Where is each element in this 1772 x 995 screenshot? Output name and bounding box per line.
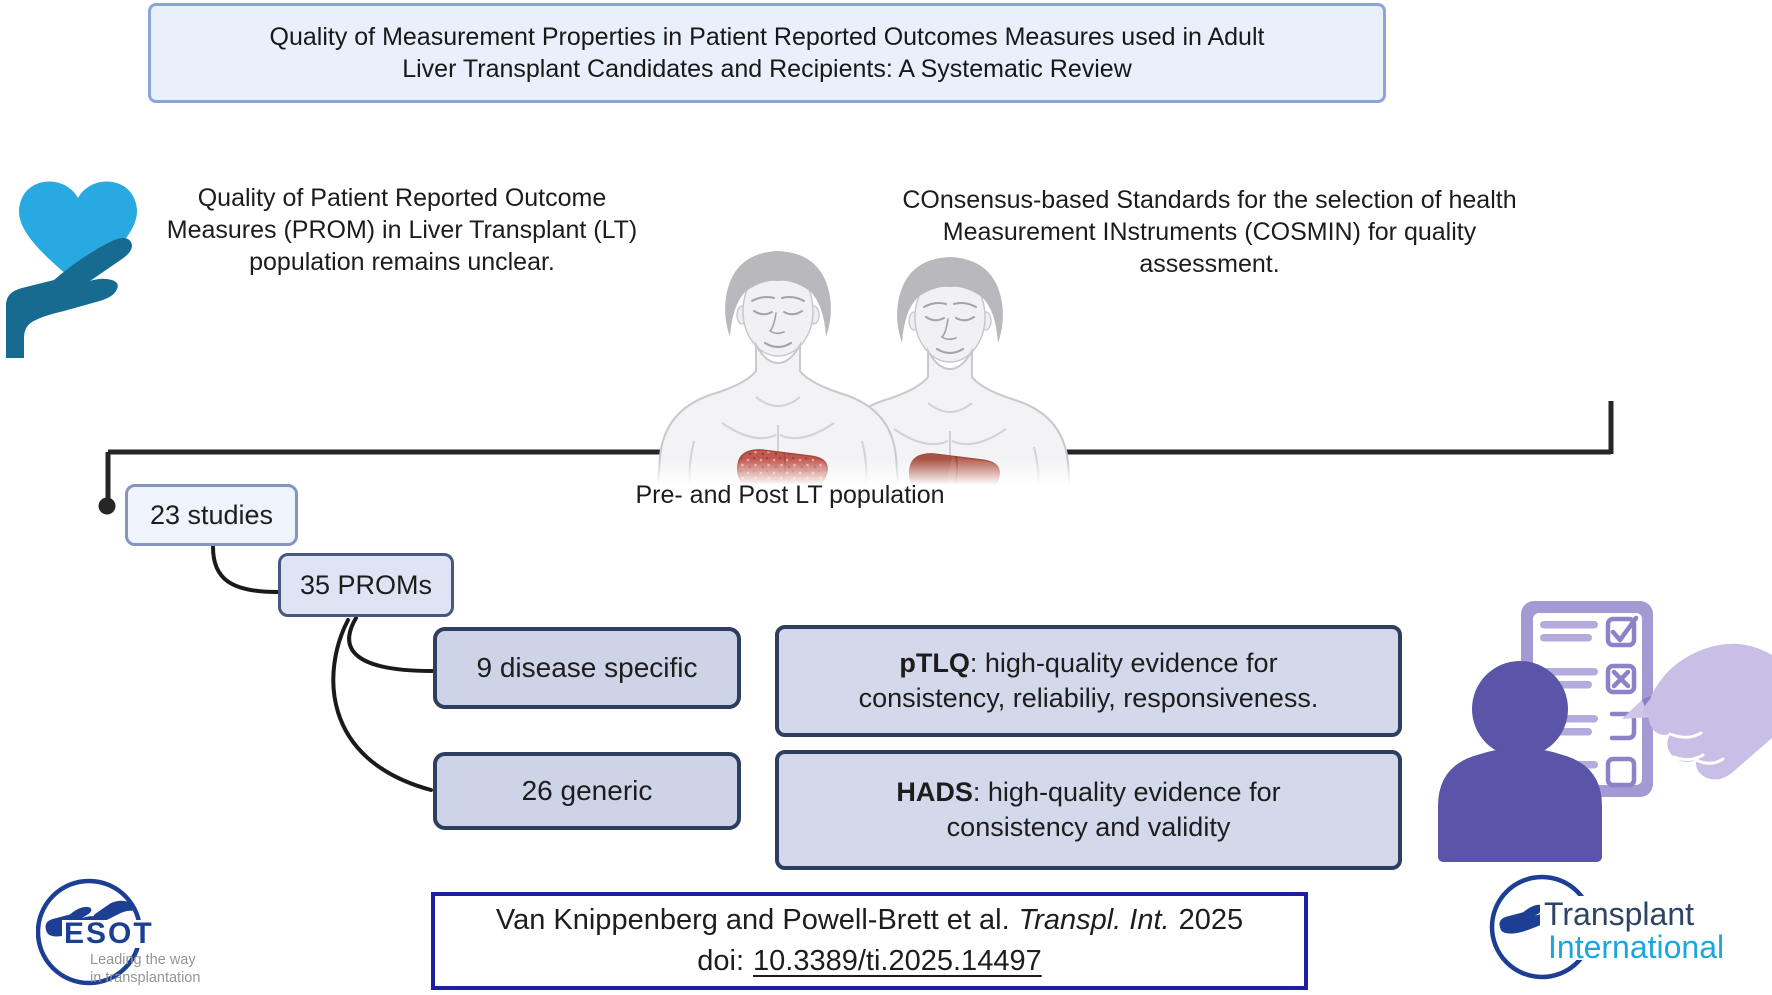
hads-line-1: HADS: high-quality evidence for — [896, 775, 1280, 810]
ptlq-line-2: consistency, reliabiliy, responsiveness. — [858, 683, 1319, 713]
disease-specific-label: 9 disease specific — [476, 652, 698, 683]
flow-curves — [211, 545, 434, 792]
proms-label: 35 PROMs — [299, 569, 433, 600]
finger-lines — [1668, 731, 1725, 765]
person-body — [1438, 748, 1602, 862]
title-box: Quality of Measurement Properties in Pat… — [148, 3, 1386, 103]
hads-rest: : high-quality evidence for — [972, 777, 1281, 807]
ti-word-transplant: Transplant — [1544, 896, 1694, 932]
method-line-2: Measurement INstruments (COSMIN) for qua… — [942, 218, 1477, 246]
ptlq-rest: : high-quality evidence for — [969, 648, 1278, 678]
esot-acronym: ESOT — [64, 917, 154, 950]
doi-prefix: doi: — [697, 945, 745, 977]
hads-line-2: consistency and validity — [946, 812, 1231, 842]
method-statement: COnsensus-based Standards for the select… — [882, 184, 1537, 280]
title-line-2: Liver Transplant Candidates and Recipien… — [402, 55, 1132, 83]
heart-in-hand-icon — [6, 181, 138, 358]
citation-line: Van Knippenberg and Powell-Brett et al. T… — [496, 900, 1243, 941]
ptlq-name: pTLQ — [899, 648, 970, 678]
esot-tagline-2: in transplantation — [90, 970, 200, 986]
hads-finding-box: HADS: high-quality evidence for consiste… — [775, 750, 1402, 870]
ptlq-line-1: pTLQ: high-quality evidence for — [899, 646, 1277, 681]
citation-year: 2025 — [1178, 904, 1244, 936]
generic-box: 26 generic — [433, 752, 741, 830]
studies-label: 23 studies — [149, 499, 274, 530]
hads-name: HADS — [896, 777, 973, 807]
method-line-3: assessment. — [1139, 250, 1280, 278]
ti-text-bg — [1540, 896, 1714, 960]
person-head — [1472, 661, 1568, 757]
male-figure-pre-lt — [656, 249, 900, 485]
esot-tagline-1: Leading the way — [90, 952, 196, 968]
doi-line: doi: 10.3389/ti.2025.14497 — [697, 941, 1041, 982]
disease-specific-box: 9 disease specific — [433, 627, 741, 709]
thumb — [1643, 684, 1693, 718]
pre-post-lt-figures — [640, 249, 1075, 485]
curve-proms-to-disease — [347, 616, 434, 673]
generic-label: 26 generic — [521, 775, 653, 806]
citation-authors: Van Knippenberg and Powell-Brett et al. — [495, 904, 1010, 936]
studies-box: 23 studies — [125, 484, 298, 546]
proms-box: 35 PROMs — [278, 553, 454, 617]
problem-statement: Quality of Patient Reported Outcome Meas… — [128, 182, 676, 278]
open-hand-shape — [6, 238, 132, 358]
doi-link[interactable]: 10.3389/ti.2025.14497 — [753, 945, 1042, 977]
transplant-international-logo: Transplant International — [1489, 874, 1724, 980]
person-checklist-pen-icon — [1438, 601, 1772, 862]
esot-text-bg — [62, 920, 160, 948]
writing-hand — [1647, 643, 1772, 780]
title-line-1: Quality of Measurement Properties in Pat… — [269, 23, 1265, 51]
figure-fade — [640, 459, 1075, 485]
problem-line-3: population remains unclear. — [249, 248, 555, 276]
problem-line-1: Quality of Patient Reported Outcome — [197, 184, 607, 212]
curve-studies-to-proms — [211, 545, 279, 594]
checked-box-icon — [1605, 616, 1637, 648]
esot-logo: ESOT Leading the way in transplantation — [36, 878, 200, 986]
curve-proms-to-generic — [331, 618, 433, 792]
clipboard-paper — [1533, 613, 1642, 785]
terminal-dot — [98, 497, 116, 515]
cross-mark — [1611, 669, 1631, 689]
ptlq-finding-box: pTLQ: high-quality evidence for consiste… — [775, 625, 1402, 737]
method-line-1: COnsensus-based Standards for the select… — [902, 186, 1517, 214]
problem-line-2: Measures (PROM) in Liver Transplant (LT) — [166, 216, 638, 244]
ti-word-international: International — [1548, 929, 1724, 965]
population-caption: Pre- and Post LT population — [635, 481, 945, 509]
check-mark — [1610, 615, 1639, 643]
empty-box-icon — [1605, 756, 1637, 788]
citation-journal: Transpl. Int. — [1018, 904, 1170, 936]
citation-box: Van Knippenberg and Powell-Brett et al. T… — [431, 892, 1308, 990]
